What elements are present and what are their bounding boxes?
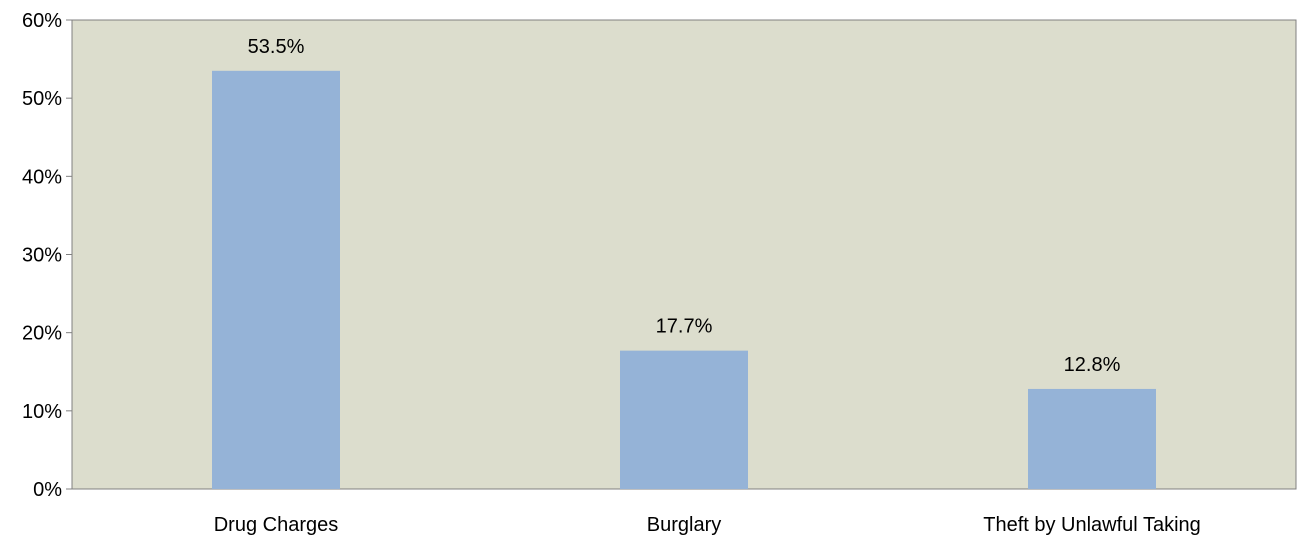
y-tick-label: 20%: [22, 323, 62, 345]
y-tick-label: 0%: [33, 479, 62, 501]
y-tick-label: 50%: [22, 88, 62, 110]
data-label: 12.8%: [1064, 354, 1121, 376]
x-tick-label: Burglary: [647, 514, 721, 536]
x-tick-label: Theft by Unlawful Taking: [983, 514, 1201, 536]
data-label: 17.7%: [656, 316, 713, 338]
y-axis: 0% 10% 20% 30% 40% 50% 60%: [22, 10, 72, 501]
x-axis: Drug Charges Burglary Theft by Unlawful Ta…: [214, 514, 1201, 536]
bar: [620, 350, 748, 489]
bar: [212, 70, 340, 489]
bars: [212, 70, 1156, 489]
y-tick-label: 10%: [22, 401, 62, 423]
value-labels: 53.5% 17.7% 12.8%: [248, 36, 1121, 376]
x-tick-label: Drug Charges: [214, 514, 339, 536]
y-tick-label: 40%: [22, 166, 62, 188]
bar: [1028, 388, 1156, 489]
data-label: 53.5%: [248, 36, 305, 58]
y-tick-label: 60%: [22, 10, 62, 32]
y-tick-label: 30%: [22, 245, 62, 267]
